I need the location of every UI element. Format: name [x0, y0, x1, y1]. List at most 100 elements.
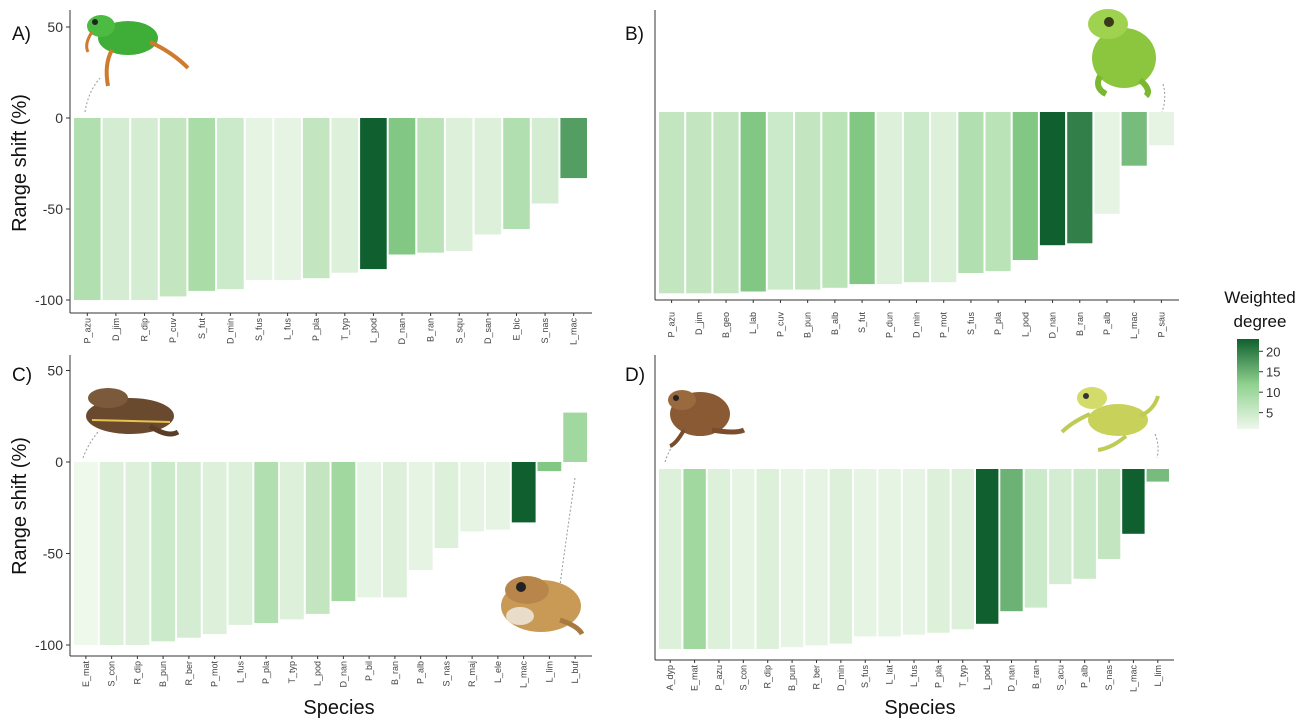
bar-l-mac — [1122, 469, 1145, 534]
x-tick-label: D_jim — [694, 312, 704, 335]
panel-label-b: B) — [625, 24, 644, 45]
x-tick-label: S_squ — [454, 318, 464, 344]
x-tick-label: A_dyp — [665, 665, 675, 691]
legend-tick-label: 15 — [1266, 365, 1280, 380]
x-tick-label: P_azu — [714, 665, 724, 691]
y-tick-label: 50 — [47, 363, 63, 379]
x-tick-label: P_sau — [1156, 312, 1166, 338]
y-tick-label: -50 — [43, 546, 63, 562]
panel-b: P_azu D_jim B_geo L_lab P_cuv B_pun B_alb S_fut… — [654, 10, 1179, 339]
bar-t-typ — [280, 462, 304, 620]
bar-l-pod — [305, 462, 330, 614]
bar-d-nan — [1000, 469, 1023, 612]
x-tick-label: B_pun — [158, 661, 168, 687]
x-tick-label: D_nan — [1048, 312, 1058, 339]
legend-colorbar — [1237, 339, 1259, 429]
bar-d-min — [829, 469, 853, 644]
bar-d-min — [903, 112, 930, 283]
bar-p-pla — [985, 112, 1011, 272]
x-tick-label: B_ran — [1031, 665, 1041, 689]
bar-s-con — [99, 462, 124, 645]
x-tick-label: E_mat — [690, 665, 700, 692]
x-tick-label: D_jim — [111, 318, 121, 341]
bar-l-mac — [1121, 112, 1147, 166]
x-tick-label: S_nas — [1104, 665, 1114, 691]
x-tick-label: T_typ — [287, 661, 297, 684]
x-tick-label: P_mot — [939, 312, 949, 339]
x-tick-label: P_alb — [1102, 312, 1112, 335]
x-tick-label: L_lim — [544, 661, 554, 683]
x-axis-title-right: Species — [884, 697, 955, 719]
bar-b-ran — [1024, 469, 1048, 608]
bar-r-dip — [125, 462, 150, 645]
y-axis-title-top: Range shift (%) — [9, 94, 31, 232]
bar-r-dip — [756, 469, 779, 649]
x-tick-label: D_nan — [338, 661, 348, 688]
y-tick-label: -100 — [35, 292, 63, 308]
bar-l-fus — [228, 462, 253, 625]
x-tick-label: R_ber — [812, 665, 822, 690]
x-tick-label: L_lat — [885, 665, 895, 685]
bar-t-typ — [951, 469, 974, 630]
legend-tick-label: 5 — [1266, 406, 1273, 421]
x-tick-label: L_fus — [283, 318, 293, 341]
bar-s-fus — [958, 112, 984, 273]
bar-l-pod — [976, 469, 999, 624]
panel-a: 50 0 -50 -100 P_azu D_jim R_dip P_cuv S_fut D_min… — [35, 10, 592, 345]
x-tick-label: R_ber — [184, 661, 194, 686]
y-tick-label: 50 — [47, 19, 63, 35]
x-tick-label: L_fus — [235, 661, 245, 684]
frog-illustration-c — [82, 388, 180, 459]
bar-r-maj — [460, 462, 485, 532]
bar-b-alb — [822, 112, 848, 288]
frog-illustration-d — [664, 390, 746, 463]
x-tick-label: S_nas — [540, 318, 550, 344]
bar-l-mac — [511, 462, 536, 523]
x-tick-label: L_lim — [1153, 665, 1163, 687]
x-tick-label: S_nas — [441, 661, 451, 687]
bar-l-fus — [274, 118, 301, 280]
x-tick-label: R_dip — [763, 665, 773, 689]
x-tick-label: S_fus — [966, 312, 976, 336]
x-tick-label: P_azu — [82, 318, 92, 344]
x-tick-label: T_typ — [958, 665, 968, 688]
bar-b-ran — [1067, 112, 1093, 244]
bar-d-jim — [102, 118, 130, 300]
bar-p-mot — [202, 462, 227, 634]
frog-illustration-d-2 — [1060, 387, 1160, 459]
bar-p-pla — [927, 469, 950, 633]
x-tick-label: S_fut — [857, 312, 867, 334]
x-tick-label: P_alb — [416, 661, 426, 684]
frog-illustration-b — [1088, 9, 1166, 113]
x-tick-label: L_mac — [1128, 665, 1138, 693]
bar-b-pun — [151, 462, 176, 642]
x-tick-label: P_bil — [364, 661, 374, 681]
x-tick-label: L_mac — [519, 661, 529, 689]
x-tick-label: S_con — [107, 661, 117, 687]
bar-p-pla — [254, 462, 279, 623]
x-tick-label: P_cuv — [775, 312, 785, 338]
color-legend: Weighted degree 20 15 10 5 — [1224, 288, 1296, 429]
frog-illustration-c-2 — [501, 477, 585, 636]
bar-r-dip — [131, 118, 158, 300]
bar-p-cuv — [767, 112, 793, 290]
x-tick-label: P_azu — [667, 312, 677, 338]
bar-p-azu — [659, 112, 685, 294]
x-tick-label: E_mat — [81, 661, 91, 688]
bar-b-ran — [417, 118, 444, 253]
bar-e-mat — [683, 469, 706, 649]
bar-d-nan — [1039, 112, 1066, 246]
bar-p-bil — [357, 462, 382, 598]
panel-d: A_dyp E_mat P_azu S_con R_dip B_pun R_ber D_min… — [654, 355, 1174, 693]
bar-p-alb — [1073, 469, 1096, 579]
legend-ticks: 20 15 10 5 — [1259, 344, 1280, 421]
bar-b-geo — [713, 112, 739, 294]
bar-s-squ — [445, 118, 473, 251]
x-tick-label: L_fus — [909, 665, 919, 688]
x-tick-label: S_acu — [1055, 665, 1065, 691]
panel-c: 50 0 -50 -100 E_mat S_con R_dip B_pun R_ber P_mot… — [35, 355, 592, 688]
x-axis-title-left: Species — [303, 697, 374, 719]
frog-illustration-a — [84, 15, 190, 113]
x-tick-label: P_pla — [261, 661, 271, 684]
